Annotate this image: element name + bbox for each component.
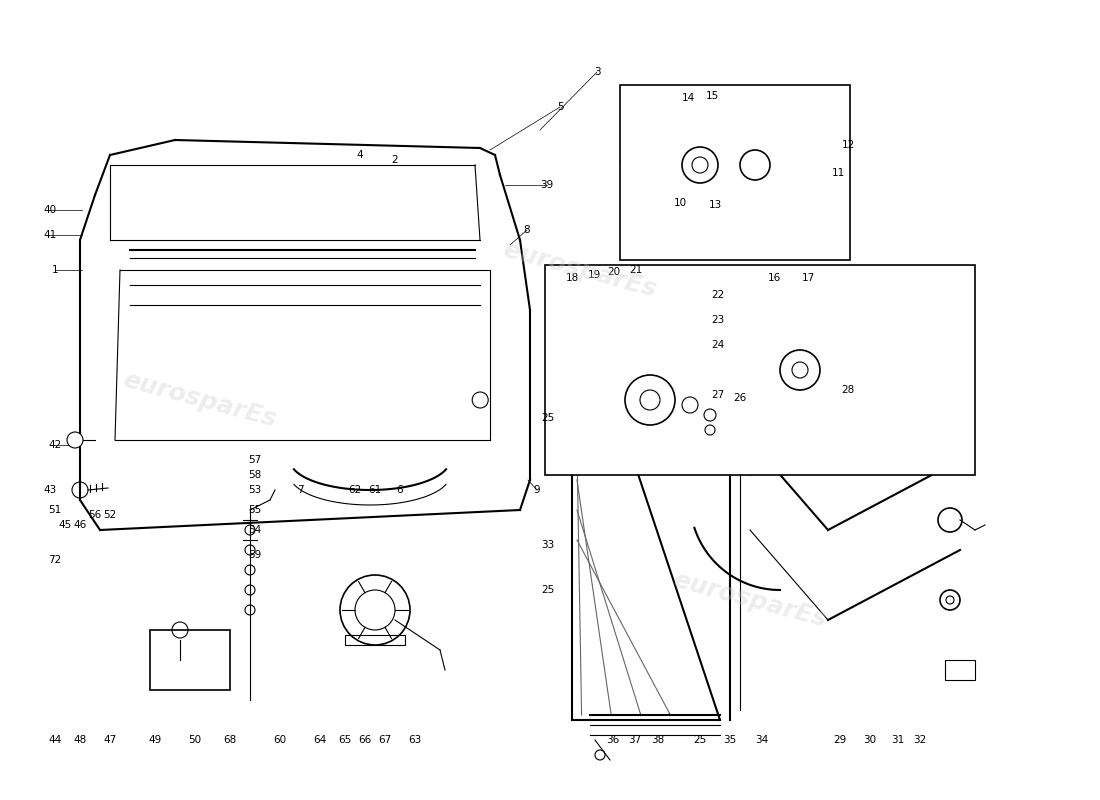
- Text: 22: 22: [712, 290, 725, 300]
- Text: 62: 62: [349, 485, 362, 495]
- Text: 56: 56: [88, 510, 101, 520]
- Text: 41: 41: [43, 230, 56, 240]
- Text: 37: 37: [628, 735, 641, 745]
- Text: 46: 46: [74, 520, 87, 530]
- Text: 3: 3: [594, 67, 601, 77]
- Text: 43: 43: [43, 485, 56, 495]
- Text: 45: 45: [58, 520, 72, 530]
- Text: 12: 12: [842, 140, 855, 150]
- Text: 26: 26: [734, 393, 747, 403]
- Text: 58: 58: [249, 470, 262, 480]
- Text: 9: 9: [534, 485, 540, 495]
- Text: 25: 25: [693, 735, 706, 745]
- Text: 35: 35: [724, 735, 737, 745]
- Text: 38: 38: [651, 735, 664, 745]
- Text: 1: 1: [52, 265, 58, 275]
- Bar: [150, 630, 230, 690]
- Text: 32: 32: [913, 735, 926, 745]
- Text: 5: 5: [557, 102, 563, 112]
- Bar: [544, 265, 975, 475]
- Bar: [345, 635, 405, 645]
- Text: 51: 51: [48, 505, 62, 515]
- Text: 53: 53: [249, 485, 262, 495]
- Text: 34: 34: [756, 735, 769, 745]
- Text: 16: 16: [768, 273, 781, 283]
- Bar: [620, 85, 850, 260]
- Text: 55: 55: [249, 505, 262, 515]
- Bar: [945, 660, 975, 680]
- Text: 14: 14: [681, 93, 694, 103]
- Text: 27: 27: [712, 390, 725, 400]
- Text: 20: 20: [607, 267, 620, 277]
- Text: 63: 63: [408, 735, 421, 745]
- Circle shape: [67, 432, 82, 448]
- Text: 21: 21: [629, 265, 642, 275]
- Text: 18: 18: [565, 273, 579, 283]
- Text: 19: 19: [587, 270, 601, 280]
- Text: eurosparEs: eurosparEs: [121, 368, 279, 432]
- Text: 25: 25: [541, 413, 554, 423]
- Text: 49: 49: [148, 735, 162, 745]
- Text: 30: 30: [864, 735, 877, 745]
- Text: 25: 25: [541, 585, 554, 595]
- Text: 7: 7: [297, 485, 304, 495]
- Text: 52: 52: [103, 510, 117, 520]
- Text: eurosparEs: eurosparEs: [500, 238, 660, 302]
- Text: 66: 66: [359, 735, 372, 745]
- Text: 31: 31: [891, 735, 904, 745]
- Text: 11: 11: [832, 168, 845, 178]
- Text: 8: 8: [524, 225, 530, 235]
- Text: 59: 59: [249, 550, 262, 560]
- Text: 50: 50: [188, 735, 201, 745]
- Text: 6: 6: [397, 485, 404, 495]
- Text: 39: 39: [540, 180, 553, 190]
- Text: 24: 24: [712, 340, 725, 350]
- Text: 67: 67: [378, 735, 392, 745]
- Text: 23: 23: [712, 315, 725, 325]
- Text: 13: 13: [708, 200, 722, 210]
- Text: 68: 68: [223, 735, 236, 745]
- Text: 61: 61: [368, 485, 382, 495]
- Text: 29: 29: [834, 735, 847, 745]
- Text: 28: 28: [842, 385, 855, 395]
- Text: 54: 54: [249, 525, 262, 535]
- Text: 60: 60: [274, 735, 287, 745]
- Text: 72: 72: [48, 555, 62, 565]
- Text: 42: 42: [48, 440, 62, 450]
- Text: 36: 36: [606, 735, 619, 745]
- Text: 40: 40: [43, 205, 56, 215]
- Text: 4: 4: [356, 150, 363, 160]
- Text: 64: 64: [314, 735, 327, 745]
- Text: 47: 47: [103, 735, 117, 745]
- Text: 15: 15: [705, 91, 718, 101]
- Text: 33: 33: [541, 540, 554, 550]
- Text: 44: 44: [48, 735, 62, 745]
- Text: eurosparEs: eurosparEs: [671, 568, 829, 632]
- Text: 17: 17: [802, 273, 815, 283]
- Text: 57: 57: [249, 455, 262, 465]
- Text: 2: 2: [392, 155, 398, 165]
- Text: 48: 48: [74, 735, 87, 745]
- Text: 65: 65: [339, 735, 352, 745]
- Text: 10: 10: [673, 198, 686, 208]
